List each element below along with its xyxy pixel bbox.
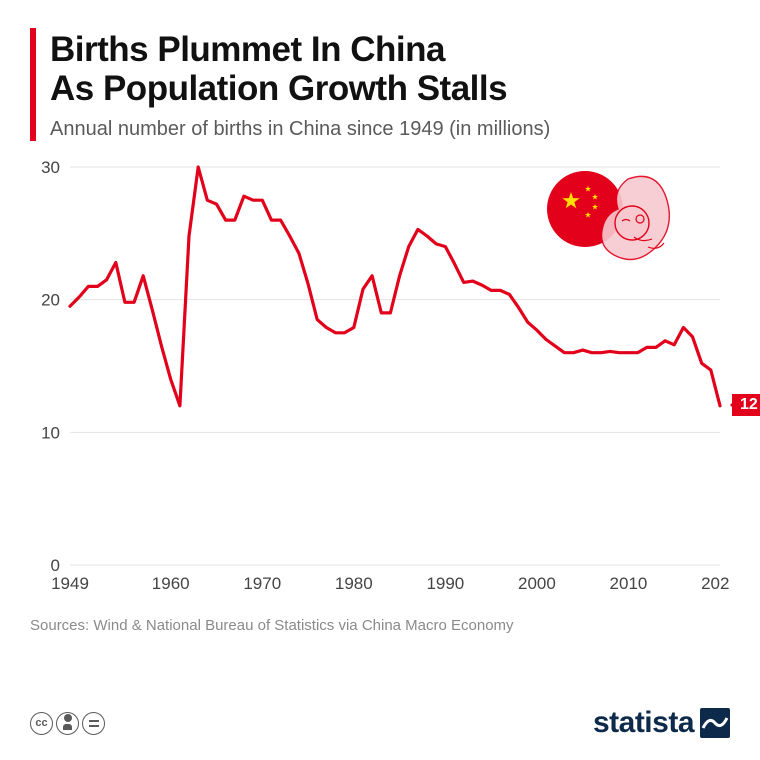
svg-text:2010: 2010 [610,574,648,593]
callout-label: 12 [740,396,758,413]
statista-wave-icon [700,708,730,738]
svg-text:2000: 2000 [518,574,556,593]
brand-text: statista [593,706,694,740]
by-icon [56,712,79,735]
chart-title: Births Plummet In China As Population Gr… [50,30,550,108]
svg-text:1990: 1990 [426,574,464,593]
sources-text: Sources: Wind & National Bureau of Stati… [30,617,730,634]
title-line2: As Population Growth Stalls [50,69,507,108]
svg-text:30: 30 [41,159,60,177]
svg-text:2020: 2020 [701,574,730,593]
svg-text:1970: 1970 [243,574,281,593]
title-line1: Births Plummet In China [50,30,445,69]
nd-icon [82,712,105,735]
chart-subtitle: Annual number of births in China since 1… [50,118,550,141]
line-chart: 010203019491960197019801990200020102020 … [30,159,730,599]
svg-text:1960: 1960 [152,574,190,593]
svg-text:20: 20 [41,291,60,310]
svg-text:1949: 1949 [51,574,89,593]
svg-text:1980: 1980 [335,574,373,593]
chart-svg: 0 10 20 30 1949 1960 1970 1980 1990 2000 2010 2020 [30,159,730,599]
license-icons: cc [30,712,105,735]
svg-text:10: 10 [41,424,60,443]
footer: cc statista [30,706,730,740]
svg-text:0: 0 [51,556,60,575]
accent-bar [30,28,36,141]
header: Births Plummet In China As Population Gr… [30,28,730,141]
cc-icon: cc [30,712,53,735]
end-value-callout: 12 [732,394,760,416]
statista-logo: statista [593,706,730,740]
